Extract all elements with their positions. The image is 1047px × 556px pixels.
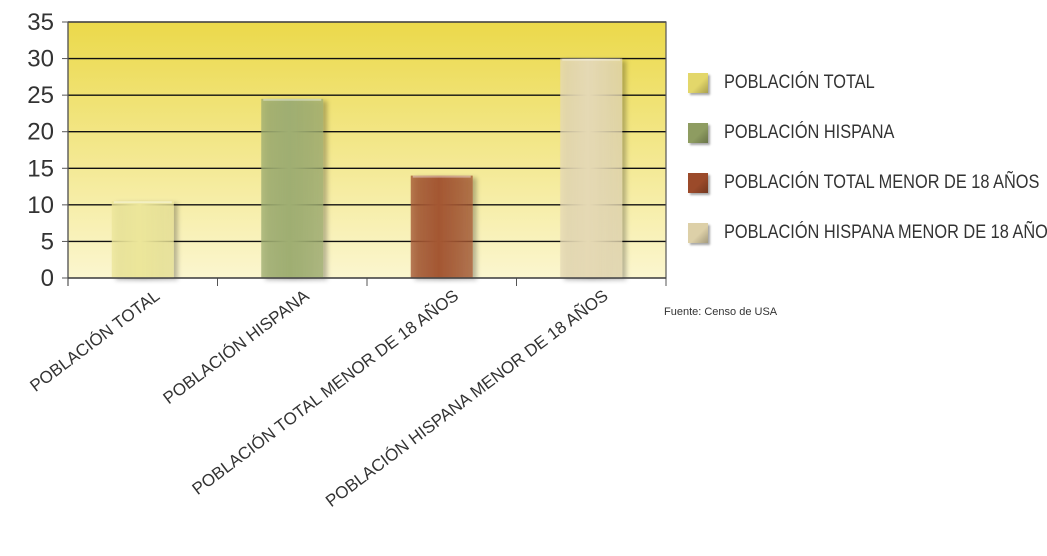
legend-item: POBLACIÓN HISPANA xyxy=(688,108,1043,158)
y-tick-label: 35 xyxy=(27,9,54,36)
legend-item: POBLACIÓN HISPANA MENOR DE 18 AÑOS xyxy=(688,208,1047,258)
legend-swatch xyxy=(688,223,708,243)
y-tick-label: 10 xyxy=(27,192,54,219)
source-note: Fuente: Censo de USA xyxy=(664,306,778,318)
x-tick-label: POBLACIÓN TOTAL xyxy=(26,286,163,396)
y-tick-label: 20 xyxy=(27,119,54,146)
y-tick-label: 30 xyxy=(27,46,54,73)
legend-item: POBLACIÓN TOTAL xyxy=(688,58,1043,108)
y-tick-label: 25 xyxy=(27,82,54,109)
legend-label: POBLACIÓN HISPANA xyxy=(724,122,895,143)
x-tick-label: POBLACIÓN HISPANA xyxy=(160,286,314,408)
bar xyxy=(410,175,473,278)
y-tick-label: 5 xyxy=(41,228,54,255)
legend: POBLACIÓN TOTAL POBLACIÓN HISPANA POBLAC… xyxy=(688,58,1047,258)
x-tick-label: POBLACIÓN HISPANA MENOR DE 18 AÑOS xyxy=(322,286,612,511)
bar xyxy=(560,58,623,279)
legend-item: POBLACIÓN TOTAL MENOR DE 18 AÑOS xyxy=(688,158,1043,208)
legend-swatch xyxy=(688,173,708,193)
legend-label: POBLACIÓN TOTAL MENOR DE 18 AÑOS xyxy=(724,172,1040,193)
legend-swatch xyxy=(688,123,708,143)
legend-swatch xyxy=(688,73,708,93)
bar xyxy=(261,98,324,278)
x-tick-label: POBLACIÓN TOTAL MENOR DE 18 AÑOS xyxy=(189,286,462,499)
legend-label: POBLACIÓN TOTAL xyxy=(724,72,875,93)
y-tick-label: 0 xyxy=(41,265,54,292)
legend-label: POBLACIÓN HISPANA MENOR DE 18 AÑOS xyxy=(724,222,1047,243)
bar xyxy=(111,201,174,278)
y-tick-label: 15 xyxy=(27,155,54,182)
